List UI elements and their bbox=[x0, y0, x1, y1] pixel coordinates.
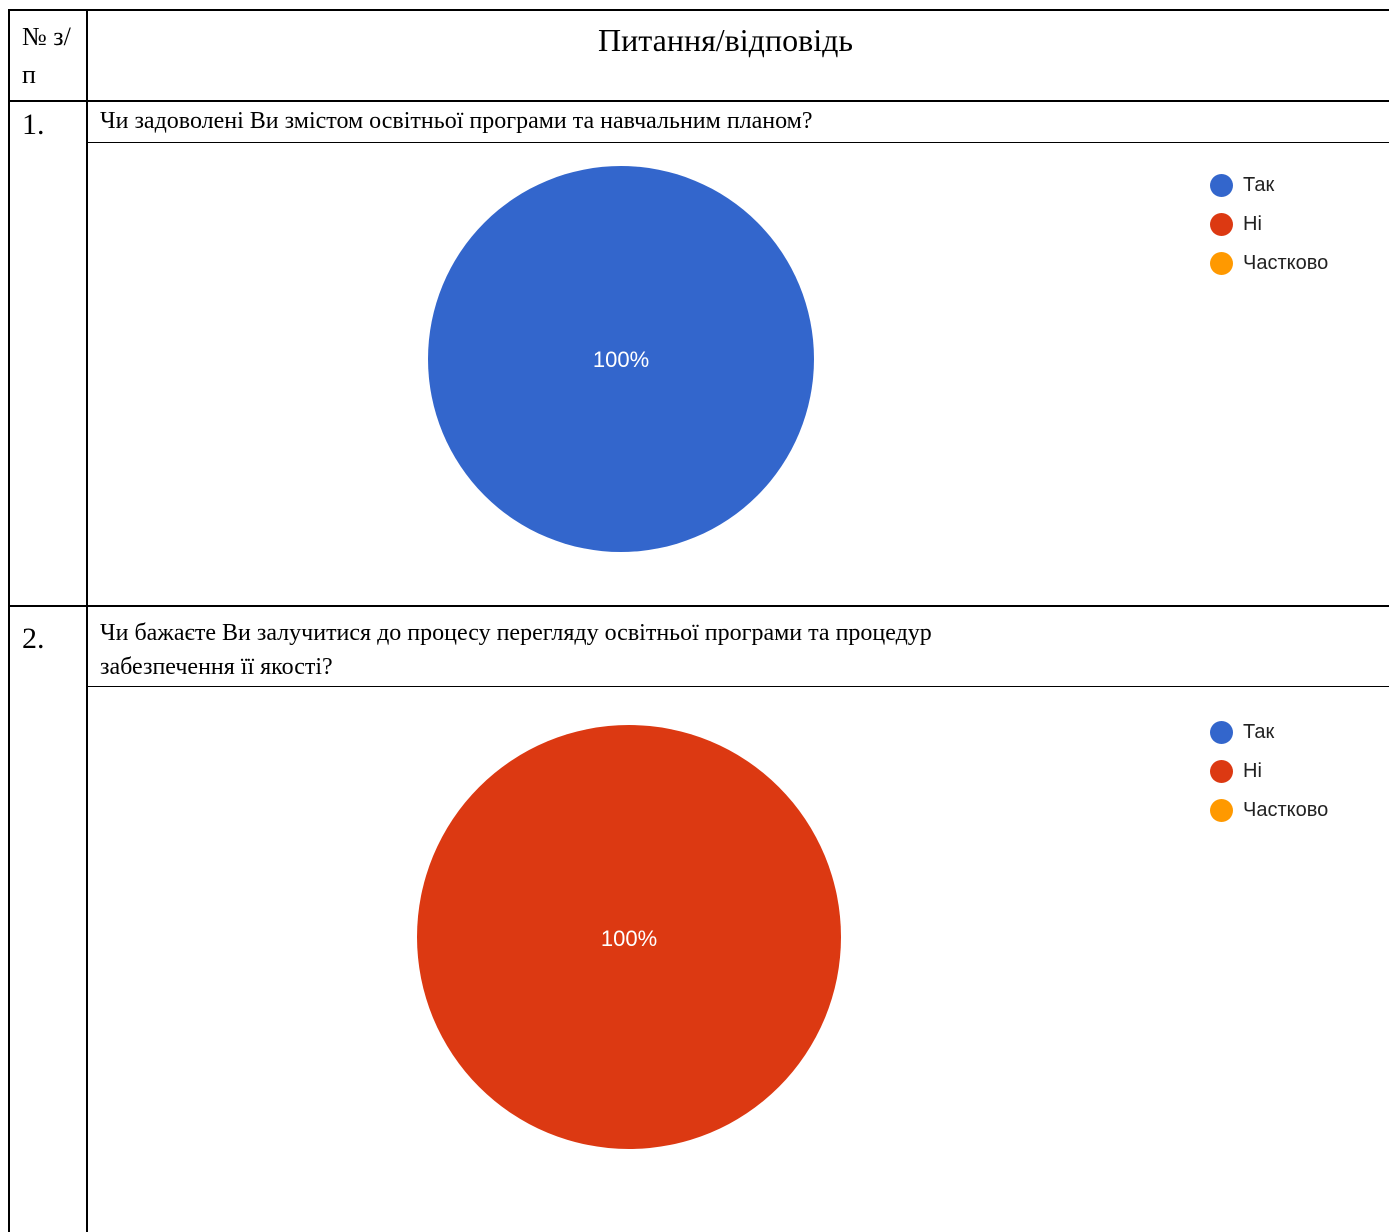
row2-pie-slice-ni bbox=[417, 725, 841, 1149]
row2-number: 2. bbox=[22, 622, 45, 655]
legend-label-tak: Так bbox=[1243, 174, 1275, 196]
row1-pie-slice-tak bbox=[428, 166, 814, 552]
legend-dot-ni bbox=[1210, 213, 1233, 236]
row2-legend: Так Ні Частково bbox=[1210, 713, 1328, 830]
row1-legend: Так Ні Частково bbox=[1210, 166, 1328, 283]
legend-item-ni: Ні bbox=[1210, 752, 1328, 791]
header-title-label: Питання/відповідь bbox=[598, 22, 853, 58]
row1-pie-chart: 100% bbox=[428, 166, 814, 552]
legend-label-ni: Ні bbox=[1243, 213, 1262, 235]
legend-label-chastkovo: Частково bbox=[1243, 252, 1329, 274]
row-divider bbox=[8, 605, 1389, 607]
row2-pie-label: 100% bbox=[601, 926, 657, 951]
header-divider bbox=[8, 100, 1389, 102]
table-border-top bbox=[8, 9, 1389, 11]
legend-item-tak: Так bbox=[1210, 166, 1328, 205]
header-number-label: № з/п bbox=[22, 22, 71, 89]
legend-item-chastkovo: Частково bbox=[1210, 791, 1328, 830]
legend-item-ni: Ні bbox=[1210, 205, 1328, 244]
legend-label-chastkovo: Частково bbox=[1243, 799, 1329, 821]
row1-pie-label: 100% bbox=[593, 347, 649, 372]
row2-question-line1: Чи бажаєте Ви залучитися до процесу пере… bbox=[100, 620, 932, 646]
row2-question-divider bbox=[86, 686, 1389, 687]
legend-item-tak: Так bbox=[1210, 713, 1328, 752]
legend-dot-tak bbox=[1210, 721, 1233, 744]
row2-pie-chart: 100% bbox=[417, 725, 841, 1149]
legend-dot-tak bbox=[1210, 174, 1233, 197]
row1-number: 1. bbox=[22, 108, 45, 141]
column-divider bbox=[86, 9, 88, 1232]
legend-dot-chastkovo bbox=[1210, 799, 1233, 822]
row2-question-line2: забезпечення її якості? bbox=[100, 654, 333, 680]
table-border-left bbox=[8, 9, 10, 1232]
legend-label-ni: Ні bbox=[1243, 760, 1262, 782]
legend-item-chastkovo: Частково bbox=[1210, 244, 1328, 283]
legend-dot-chastkovo bbox=[1210, 252, 1233, 275]
legend-label-tak: Так bbox=[1243, 721, 1275, 743]
row1-question: Чи задоволені Ви змістом освітньої прогр… bbox=[100, 108, 813, 134]
row1-question-divider bbox=[86, 142, 1389, 143]
legend-dot-ni bbox=[1210, 760, 1233, 783]
